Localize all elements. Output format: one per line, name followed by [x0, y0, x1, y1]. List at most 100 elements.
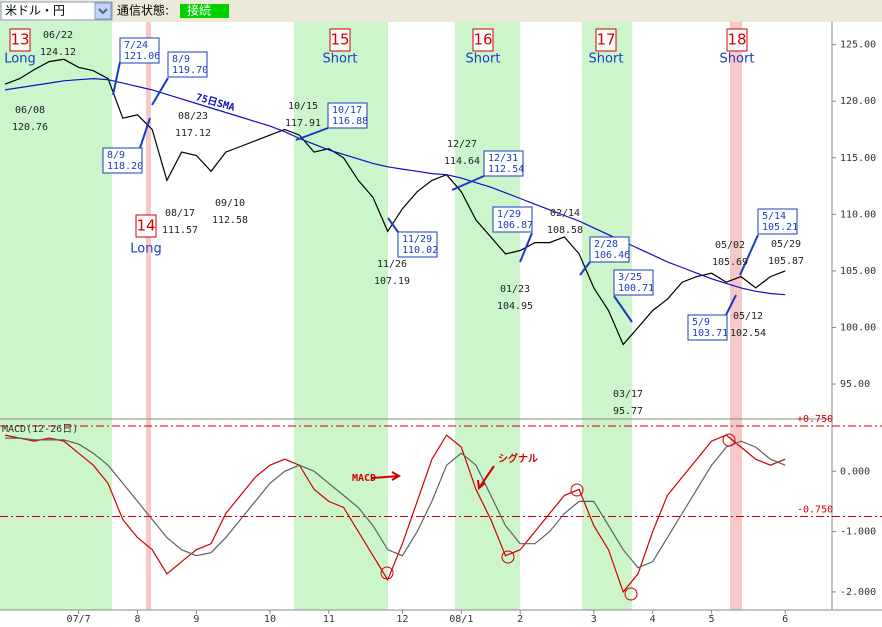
annotation-value: 100.71 [618, 283, 654, 294]
annotation-connector [725, 294, 737, 316]
annotation-value: 110.02 [402, 245, 438, 256]
annotation-value: 105.87 [768, 256, 804, 267]
reference-label: -0.750 [797, 505, 833, 516]
annotation-value: 114.64 [444, 156, 480, 167]
annotation-value: 103.71 [692, 328, 728, 339]
annotation-connector [519, 232, 533, 263]
annotation-date: 10/17 [332, 105, 362, 116]
arrow-head [391, 471, 402, 481]
period-label: Long [130, 242, 161, 257]
signal-label: シグナル [498, 452, 538, 465]
y-tick-label: 95.00 [840, 379, 870, 390]
period-label: Short [720, 52, 755, 67]
period-number: 13 [10, 31, 29, 49]
annotation-box [397, 231, 438, 258]
annotation-box [687, 314, 728, 341]
x-tick-label: 08/1 [449, 614, 473, 625]
annotation-box [613, 269, 654, 296]
overlay [371, 433, 736, 601]
long-zone [0, 22, 112, 610]
period-label: Short [466, 52, 501, 67]
y-tick-label: -2.000 [840, 587, 876, 598]
annotation-date: 03/17 [613, 389, 643, 400]
annotation-value: 106.87 [497, 220, 533, 231]
annotation-value: 112.58 [212, 215, 248, 226]
series-line [4, 434, 786, 594]
pair-select[interactable] [0, 1, 113, 21]
x-tick-label: 6 [782, 614, 788, 625]
annotation-value: 124.12 [40, 47, 76, 58]
period-box [472, 28, 494, 52]
annotation-date: 10/15 [288, 101, 318, 112]
annotation-date: 08/17 [165, 208, 195, 219]
plot: 07/7 8 9 10 11 12 08/1 2 3 4 5 6 125.00 120.00 115.00 1… [0, 28, 882, 625]
annotation-box [119, 37, 160, 64]
y-tick-label: 120.00 [840, 96, 876, 107]
dropdown-arrow [98, 8, 108, 15]
annotation-date: 2/28 [594, 239, 618, 250]
period-label: Long [4, 52, 35, 67]
period-box [595, 28, 617, 52]
y-tick-label: 110.00 [840, 209, 876, 220]
annotation-value: 95.77 [613, 406, 643, 417]
annotation-value: 112.54 [488, 164, 524, 175]
period-number: 16 [473, 31, 492, 49]
annotation-date: 08/23 [178, 111, 208, 122]
short-zone [455, 22, 520, 610]
annotation-connector [579, 261, 591, 276]
y-tick-label: 100.00 [840, 322, 876, 333]
y-tick-label: 105.00 [840, 266, 876, 277]
short-zone [582, 22, 632, 610]
annotation-value: 108.58 [547, 225, 583, 236]
period-label: Short [589, 52, 624, 67]
dropdown-button[interactable] [94, 2, 112, 20]
annotation-value: 120.76 [12, 122, 48, 133]
annotation-value: 118.20 [107, 161, 143, 172]
annotation-date: 05/12 [733, 311, 763, 322]
annotation-date: 3/25 [618, 272, 642, 283]
annotation-connector [613, 295, 633, 323]
annotation-date: 8/9 [107, 150, 125, 161]
crossover-marker [380, 566, 394, 580]
x-tick-label: 12 [396, 614, 408, 625]
annotation-date: 7/24 [124, 40, 148, 51]
annotation-date: 12/31 [488, 153, 518, 164]
x-tick-label: 8 [134, 614, 140, 625]
period-number: 14 [136, 217, 155, 235]
period-number: 17 [596, 31, 615, 49]
annotation-date: 11/29 [402, 234, 432, 245]
annotation-value: 111.57 [162, 225, 198, 236]
annotation-value: 102.54 [730, 328, 766, 339]
x-tick-label: 4 [650, 614, 656, 625]
annotation-value: 104.95 [497, 301, 533, 312]
annotation-box [483, 150, 524, 177]
pair-select-text[interactable]: 米ドル・円 [5, 4, 65, 18]
annotation-value: 117.12 [175, 128, 211, 139]
reference-label: +0.750 [797, 414, 833, 425]
annotation-date: 02/14 [550, 208, 580, 219]
annotation-date: 8/9 [172, 54, 190, 65]
period-number: 15 [330, 31, 349, 49]
annotation-box [757, 208, 798, 235]
status-text: 接続 [187, 3, 211, 18]
period-box [135, 214, 157, 238]
annotation-connector [739, 234, 759, 276]
period-zones [0, 22, 742, 610]
annotation-box [167, 51, 208, 78]
y-tick-label: -1.000 [840, 527, 876, 538]
status-label: 通信状態: [117, 3, 169, 18]
annotation-connector [112, 61, 121, 96]
period-box [9, 28, 31, 52]
y-tick-label: 125.00 [840, 40, 876, 51]
toolbar: 米ドル・円 通信状態: 接続 [0, 0, 882, 22]
annotation-connector [387, 217, 399, 233]
annotation-date: 05/02 [715, 240, 745, 251]
annotation-value: 105.21 [762, 222, 798, 233]
x-tick-label: 07/7 [67, 614, 91, 625]
x-tick-label: 2 [517, 614, 523, 625]
arrow [371, 475, 400, 479]
y-tick-label: 115.00 [840, 153, 876, 164]
arrow [478, 465, 495, 489]
